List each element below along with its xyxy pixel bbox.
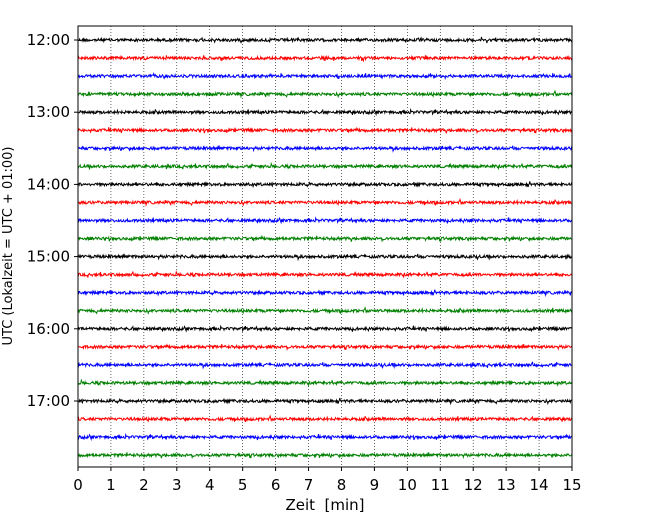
trace-1330 (78, 144, 573, 153)
trace-1645 (77, 378, 573, 387)
trace-1615 (77, 343, 573, 351)
trace-1245 (77, 89, 573, 99)
trace-1430 (77, 216, 573, 225)
y-axis-label: UTC (Lokalzeit = UTC + 01:00) (1, 147, 16, 346)
x-tick-label: 12 (464, 476, 483, 494)
x-tick-label: 14 (530, 476, 549, 494)
x-tick-label: 10 (398, 476, 417, 494)
trace-1230 (77, 72, 573, 81)
trace-1515 (77, 270, 573, 279)
x-axis: 0 1 2 3 4 5 6 7 8 9 10 11 12 13 14 15 (73, 467, 582, 494)
trace-1215 (77, 54, 573, 63)
trace-1530 (77, 289, 573, 298)
trace-1315 (77, 126, 573, 135)
x-tick-label: 1 (106, 476, 116, 494)
x-tick-label: 2 (139, 476, 149, 494)
x-axis-label: Zeit [min] (285, 496, 364, 514)
trace-1730 (77, 432, 573, 442)
x-tick-label: 3 (172, 476, 182, 494)
x-tick-label: 6 (271, 476, 281, 494)
trace-1445 (77, 234, 573, 243)
trace-1500 (77, 253, 573, 262)
trace-1700 (77, 397, 573, 406)
y-tick-label: 15:00 (27, 248, 70, 266)
y-tick-label: 17:00 (27, 392, 70, 410)
x-tick-label: 8 (337, 476, 347, 494)
x-tick-label: 11 (431, 476, 450, 494)
x-tick-label: 9 (370, 476, 380, 494)
trace-1300 (77, 107, 573, 117)
trace-1545 (77, 306, 573, 315)
y-tick-label: 16:00 (27, 320, 70, 338)
trace-1200 (77, 36, 573, 44)
y-axis: 12:00 13:00 14:00 15:00 16:00 17:00 (27, 31, 78, 410)
x-tick-label: 7 (304, 476, 314, 494)
trace-1400 (77, 181, 573, 189)
traces (77, 36, 573, 460)
x-tick-label: 4 (205, 476, 215, 494)
trace-1345 (77, 161, 573, 171)
x-tick-label: 0 (73, 476, 83, 494)
y-tick-label: 13:00 (27, 103, 70, 121)
trace-1715 (77, 414, 573, 423)
x-tick-label: 13 (497, 476, 516, 494)
trace-1630 (77, 361, 573, 370)
y-tick-label: 12:00 (27, 31, 70, 49)
trace-1600 (77, 324, 573, 333)
y-tick-label: 14:00 (27, 175, 70, 193)
plot-frame (77, 25, 573, 468)
x-tick-label: 15 (562, 476, 581, 494)
trace-1415 (77, 197, 573, 207)
x-tick-label: 5 (238, 476, 248, 494)
trace-1745 (77, 451, 573, 460)
